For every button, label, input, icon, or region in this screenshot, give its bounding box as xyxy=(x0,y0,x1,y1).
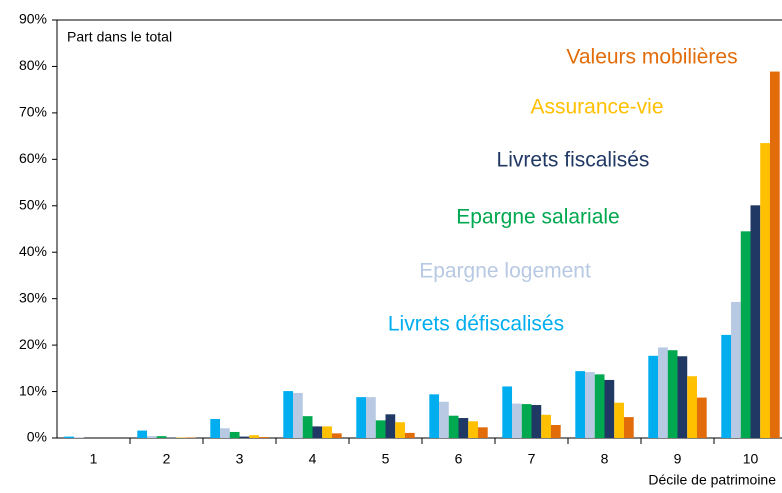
bar xyxy=(137,430,148,438)
bar xyxy=(648,355,659,438)
bar xyxy=(64,436,75,438)
bar xyxy=(512,403,522,438)
x-tick-label: 8 xyxy=(601,451,609,467)
legend-label: Epargne logement xyxy=(419,260,591,283)
y-tick-label: 30% xyxy=(19,289,47,305)
bar xyxy=(331,433,342,438)
bar xyxy=(585,372,595,438)
x-tick-label: 9 xyxy=(674,451,682,467)
bar xyxy=(312,426,323,438)
bar xyxy=(468,421,478,438)
bar xyxy=(594,374,605,438)
bar xyxy=(740,231,751,438)
bar xyxy=(249,435,259,438)
y-tick-label: 90% xyxy=(19,11,47,27)
y-axis-label: Part dans le total xyxy=(67,29,172,45)
bar xyxy=(385,414,396,438)
bar xyxy=(395,422,405,438)
bar xyxy=(293,392,303,438)
bar xyxy=(366,397,376,438)
bar xyxy=(283,391,294,438)
y-tick-label: 80% xyxy=(19,57,47,73)
y-tick-label: 70% xyxy=(19,104,47,120)
bar xyxy=(677,356,688,438)
bar xyxy=(614,402,624,438)
bar xyxy=(477,427,488,438)
x-axis-label: Décile de patrimoine xyxy=(648,472,776,488)
bar xyxy=(375,420,386,438)
bar xyxy=(604,379,615,438)
legend-label: Livrets fiscalisés xyxy=(497,149,650,172)
bar xyxy=(731,301,741,438)
bar xyxy=(658,347,668,438)
x-tick-label: 1 xyxy=(90,451,98,467)
bar xyxy=(531,405,542,438)
x-tick-label: 10 xyxy=(743,451,759,467)
bar xyxy=(220,428,230,438)
bar xyxy=(750,205,761,438)
legend-label: Epargne salariale xyxy=(456,206,619,229)
bar xyxy=(769,71,780,438)
bar xyxy=(502,386,513,438)
x-tick-label: 7 xyxy=(528,451,536,467)
y-tick-label: 0% xyxy=(27,429,47,445)
y-tick-label: 10% xyxy=(19,382,47,398)
x-tick-label: 2 xyxy=(163,451,171,467)
bar xyxy=(696,397,707,438)
bar xyxy=(210,418,221,438)
bar xyxy=(429,394,440,438)
bar xyxy=(258,437,269,438)
bar xyxy=(458,418,469,438)
bar xyxy=(575,371,586,438)
bar xyxy=(721,334,732,438)
bar xyxy=(229,431,240,438)
bar xyxy=(156,436,167,438)
bar xyxy=(356,397,367,438)
x-tick-label: 5 xyxy=(382,451,390,467)
y-tick-label: 40% xyxy=(19,243,47,259)
legend-label: Livrets défiscalisés xyxy=(388,313,564,336)
x-tick-label: 6 xyxy=(455,451,463,467)
bar xyxy=(667,350,678,438)
x-tick-label: 3 xyxy=(236,451,244,467)
bar xyxy=(302,416,313,438)
y-tick-label: 60% xyxy=(19,150,47,166)
bar xyxy=(623,417,634,438)
legend-label: Valeurs mobilières xyxy=(566,46,737,69)
bar xyxy=(147,436,157,438)
bar xyxy=(439,401,449,438)
bar xyxy=(322,426,332,438)
bar xyxy=(541,414,551,438)
bar xyxy=(521,404,532,438)
bar xyxy=(687,376,697,438)
bar xyxy=(760,143,770,439)
y-tick-label: 50% xyxy=(19,196,47,212)
bar xyxy=(404,432,415,438)
x-tick-label: 4 xyxy=(309,451,317,467)
bar xyxy=(239,436,250,438)
bar xyxy=(448,415,459,438)
y-tick-label: 20% xyxy=(19,336,47,352)
legend-label: Assurance-vie xyxy=(530,96,663,119)
bar xyxy=(550,424,561,438)
